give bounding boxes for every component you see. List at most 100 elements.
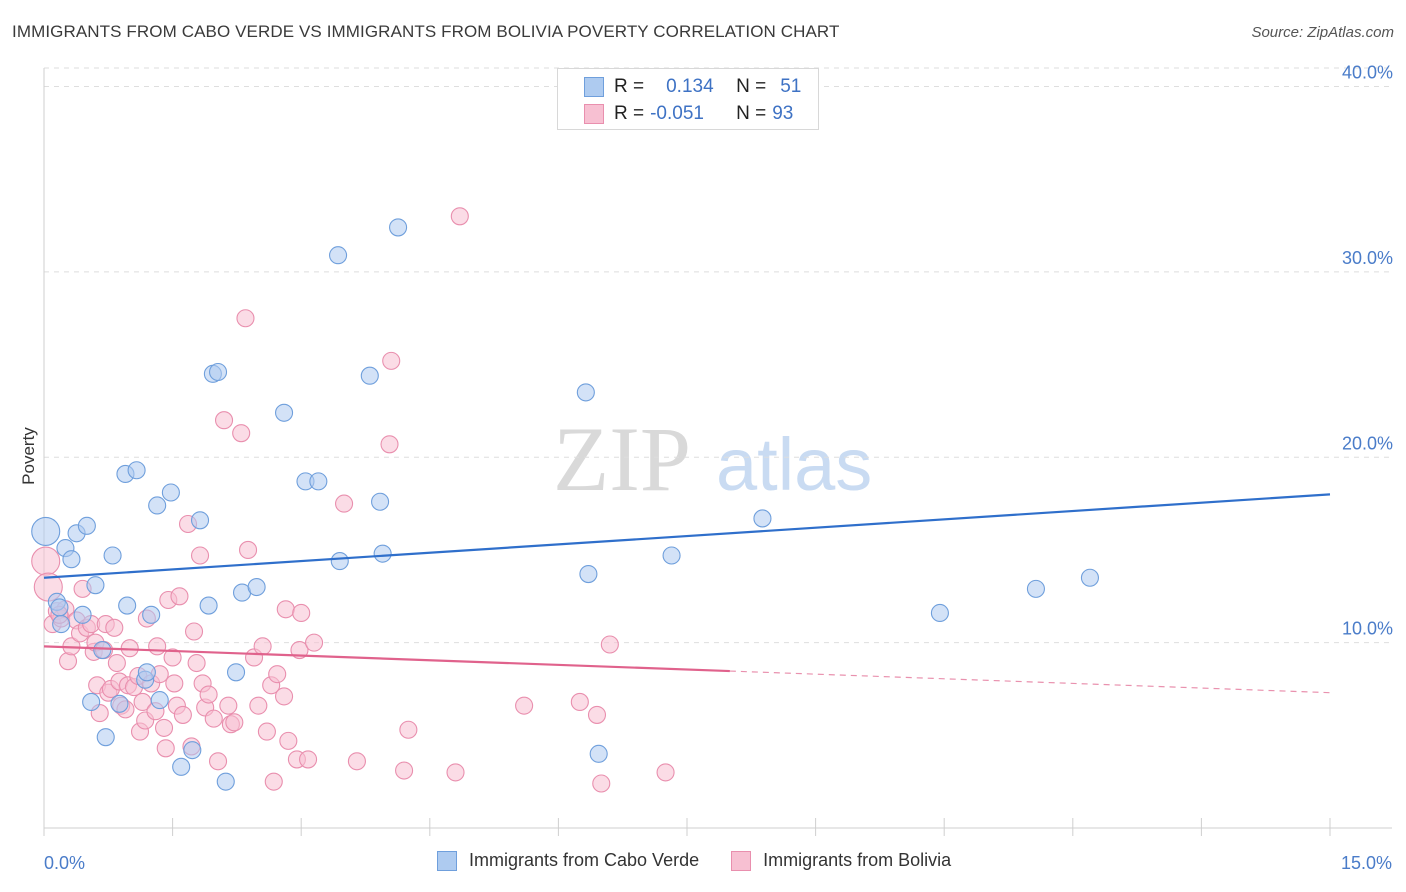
point-cabo-verde-44 xyxy=(579,564,598,584)
legend-label-bolivia: Immigrants from Bolivia xyxy=(763,850,952,870)
point-bolivia-0 xyxy=(31,546,61,576)
point-bolivia-55 xyxy=(208,752,228,771)
point-bolivia-83 xyxy=(399,720,418,739)
point-bolivia-89 xyxy=(592,774,611,793)
point-bolivia-62 xyxy=(238,540,258,560)
point-cabo-verde-41 xyxy=(373,544,392,563)
point-bolivia-87 xyxy=(570,692,589,712)
point-bolivia-41 xyxy=(163,648,182,667)
point-bolivia-84 xyxy=(446,763,465,782)
point-cabo-verde-48 xyxy=(930,603,949,623)
n-value-bolivia: 93 xyxy=(772,103,794,124)
x-tick-label-min: 0.0% xyxy=(44,853,85,873)
point-bolivia-54 xyxy=(204,709,223,728)
chart-title: IMMIGRANTS FROM CABO VERDE VS IMMIGRANTS… xyxy=(12,22,840,41)
stats-legend: R = 0.134 N = 51 R = -0.051 N = 93 xyxy=(557,68,819,130)
point-bolivia-69 xyxy=(268,665,287,684)
point-bolivia-48 xyxy=(184,622,204,641)
point-bolivia-86 xyxy=(515,696,534,715)
point-bolivia-6 xyxy=(58,652,78,671)
point-bolivia-45 xyxy=(173,705,192,724)
point-bolivia-39 xyxy=(156,739,175,758)
point-bolivia-90 xyxy=(600,635,619,654)
point-cabo-verde-47 xyxy=(753,509,772,528)
point-cabo-verde-9 xyxy=(82,692,101,712)
axes xyxy=(43,68,1392,829)
point-cabo-verde-49 xyxy=(1026,579,1045,598)
point-cabo-verde-2 xyxy=(50,598,69,617)
point-cabo-verde-5 xyxy=(62,550,81,569)
r-value-cabo-verde: 0.134 xyxy=(666,76,714,97)
point-bolivia-42 xyxy=(165,674,184,693)
point-cabo-verde-36 xyxy=(309,472,328,491)
point-bolivia-75 xyxy=(292,603,311,623)
point-cabo-verde-11 xyxy=(93,640,112,660)
point-cabo-verde-37 xyxy=(329,246,348,265)
point-cabo-verde-25 xyxy=(183,741,202,760)
point-bolivia-91 xyxy=(656,763,675,782)
point-cabo-verde-3 xyxy=(52,615,71,634)
point-cabo-verde-42 xyxy=(389,218,408,237)
y-axis-tick-labels: 10.0% 20.0% 30.0% 40.0% xyxy=(1342,63,1393,639)
trend-line-bolivia xyxy=(43,645,730,673)
point-bolivia-76 xyxy=(299,750,318,769)
point-bolivia-85 xyxy=(450,207,469,226)
point-bolivia-38 xyxy=(154,718,174,737)
y-tick-label-1: 20.0% xyxy=(1342,433,1393,453)
point-bolivia-66 xyxy=(257,722,276,741)
point-bolivia-56 xyxy=(214,411,234,430)
point-bolivia-22 xyxy=(107,653,126,673)
point-cabo-verde-20 xyxy=(142,605,161,624)
point-cabo-verde-0 xyxy=(31,516,61,546)
watermark: ZIP atlas xyxy=(553,408,872,510)
point-cabo-verde-31 xyxy=(226,663,246,682)
point-bolivia-36 xyxy=(148,637,167,656)
point-bolivia-60 xyxy=(232,424,251,443)
point-bolivia-78 xyxy=(335,494,354,513)
point-bolivia-61 xyxy=(236,309,255,328)
series-cabo-verde-points xyxy=(31,218,1099,791)
point-bolivia-81 xyxy=(382,351,401,370)
stats-row-bolivia: R = -0.051 N = 93 xyxy=(584,101,793,127)
point-cabo-verde-39 xyxy=(360,366,379,385)
point-bolivia-68 xyxy=(264,772,283,791)
point-bolivia-88 xyxy=(587,705,607,724)
watermark-zip: ZIP xyxy=(553,408,691,510)
point-cabo-verde-19 xyxy=(137,663,156,682)
point-bolivia-64 xyxy=(249,696,268,715)
y-tick-label-0: 10.0% xyxy=(1342,619,1393,639)
point-bolivia-57 xyxy=(219,696,238,715)
point-cabo-verde-7 xyxy=(73,605,92,624)
point-cabo-verde-17 xyxy=(127,461,146,480)
point-cabo-verde-50 xyxy=(1080,568,1099,587)
series-bolivia-points xyxy=(31,207,675,793)
point-cabo-verde-16 xyxy=(118,596,137,615)
r-label: R = xyxy=(614,76,645,97)
swatch-bolivia xyxy=(584,104,604,124)
x-axis-ticks xyxy=(43,818,1331,836)
point-cabo-verde-13 xyxy=(103,546,122,565)
point-bolivia-50 xyxy=(190,546,210,565)
point-bolivia-53 xyxy=(199,685,218,704)
point-cabo-verde-30 xyxy=(216,772,235,791)
point-cabo-verde-23 xyxy=(161,483,180,502)
n-label: N = xyxy=(736,103,767,124)
point-cabo-verde-29 xyxy=(208,362,228,382)
swatch-cabo-verde xyxy=(584,77,604,97)
x-tick-label-max: 15.0% xyxy=(1341,853,1392,873)
watermark-atlas: atlas xyxy=(716,423,872,506)
y-tick-label-2: 30.0% xyxy=(1342,248,1393,268)
point-cabo-verde-43 xyxy=(576,383,595,402)
point-bolivia-77 xyxy=(305,633,324,652)
point-bolivia-70 xyxy=(275,687,294,706)
trend-lines xyxy=(43,493,1331,694)
point-cabo-verde-8 xyxy=(77,516,96,535)
trend-line-cabo-verde xyxy=(43,493,1331,579)
point-cabo-verde-33 xyxy=(247,577,266,597)
trend-line-bolivia-dashed xyxy=(729,670,1331,694)
legend-swatch-bolivia xyxy=(731,850,752,871)
point-cabo-verde-12 xyxy=(96,728,115,747)
r-value-bolivia: -0.051 xyxy=(650,103,704,124)
legend-item-cabo-verde: Immigrants from Cabo Verde xyxy=(437,850,699,871)
